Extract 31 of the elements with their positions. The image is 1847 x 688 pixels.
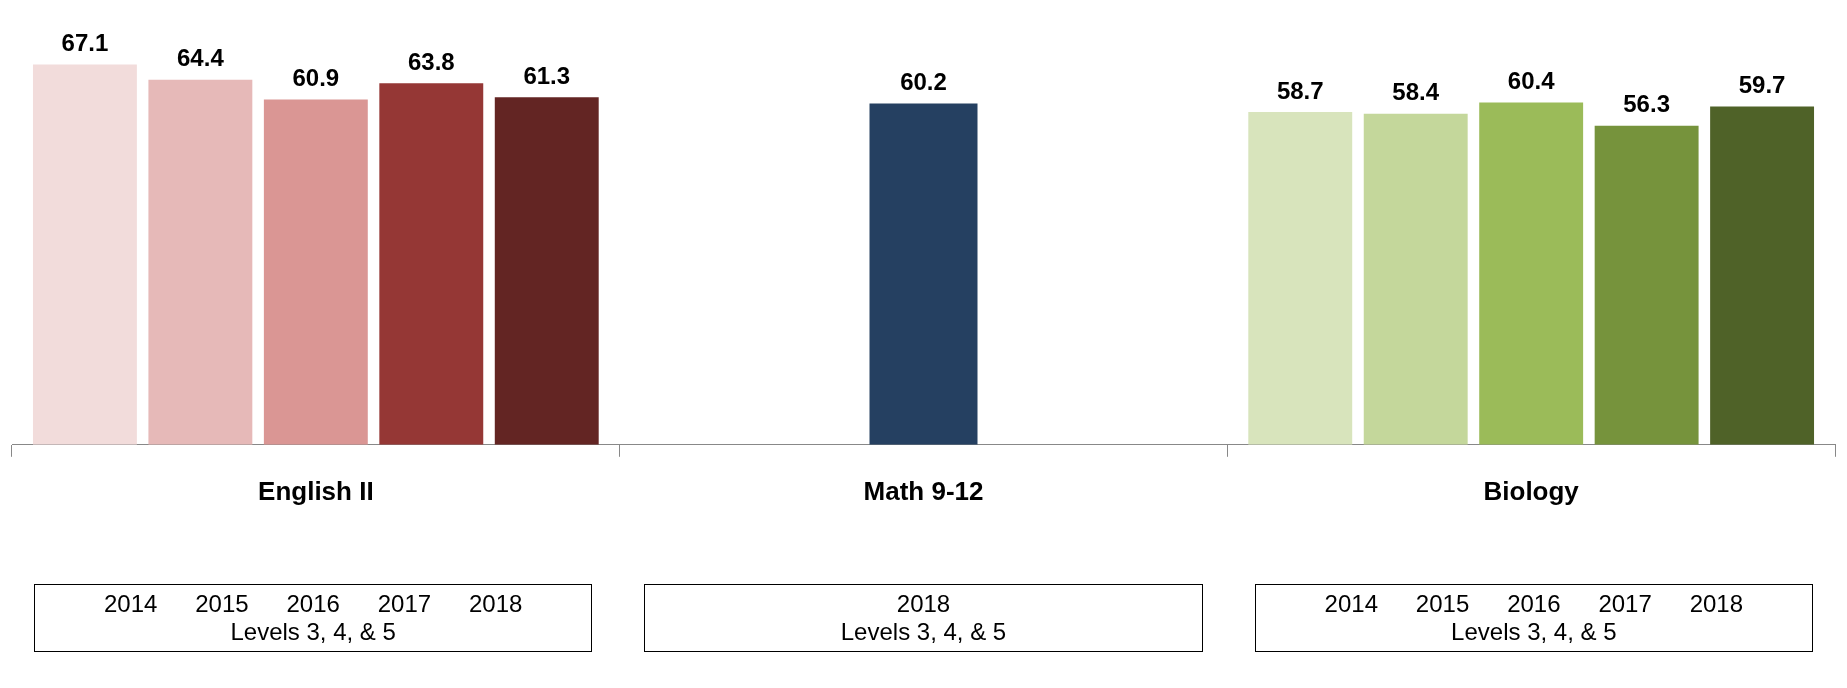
text: 2018 — [469, 590, 523, 618]
x-tick-label: English II — [258, 475, 374, 506]
x-tick-label: Biology — [1483, 475, 1580, 506]
bar — [1594, 125, 1699, 445]
bar — [32, 64, 137, 445]
bar — [1248, 112, 1353, 445]
bar — [1710, 106, 1815, 445]
text: Levels 3, 4, & 5 — [1450, 618, 1618, 646]
data-label: 63.8 — [407, 47, 455, 75]
bar — [263, 99, 368, 445]
data-label: 64.4 — [177, 44, 225, 72]
text: 2014 2015 2016 2017 2018 — [1324, 590, 1744, 617]
text: Levels 3, 4, & 5 — [229, 618, 397, 646]
data-label: 60.4 — [1507, 67, 1556, 95]
text: Levels 3, 4, & 5 — [839, 618, 1008, 646]
bar — [148, 79, 253, 445]
bar — [379, 83, 484, 445]
data-label: 60.9 — [292, 64, 340, 92]
text: 2014 2015 2016 2017 — [103, 590, 432, 617]
data-label: 58.7 — [1276, 76, 1324, 104]
data-label: 61.3 — [523, 61, 571, 89]
data-label: 67.1 — [61, 29, 109, 57]
text: 2018 — [896, 590, 951, 617]
data-label: 58.4 — [1392, 78, 1440, 106]
data-label: 59.7 — [1738, 71, 1786, 99]
bar — [494, 97, 599, 445]
x-tick-label: Math 9-12 — [863, 475, 984, 506]
bar — [1479, 102, 1584, 445]
data-label: 56.3 — [1623, 90, 1670, 118]
bar — [1363, 113, 1468, 445]
data-label: 60.2 — [900, 68, 947, 96]
